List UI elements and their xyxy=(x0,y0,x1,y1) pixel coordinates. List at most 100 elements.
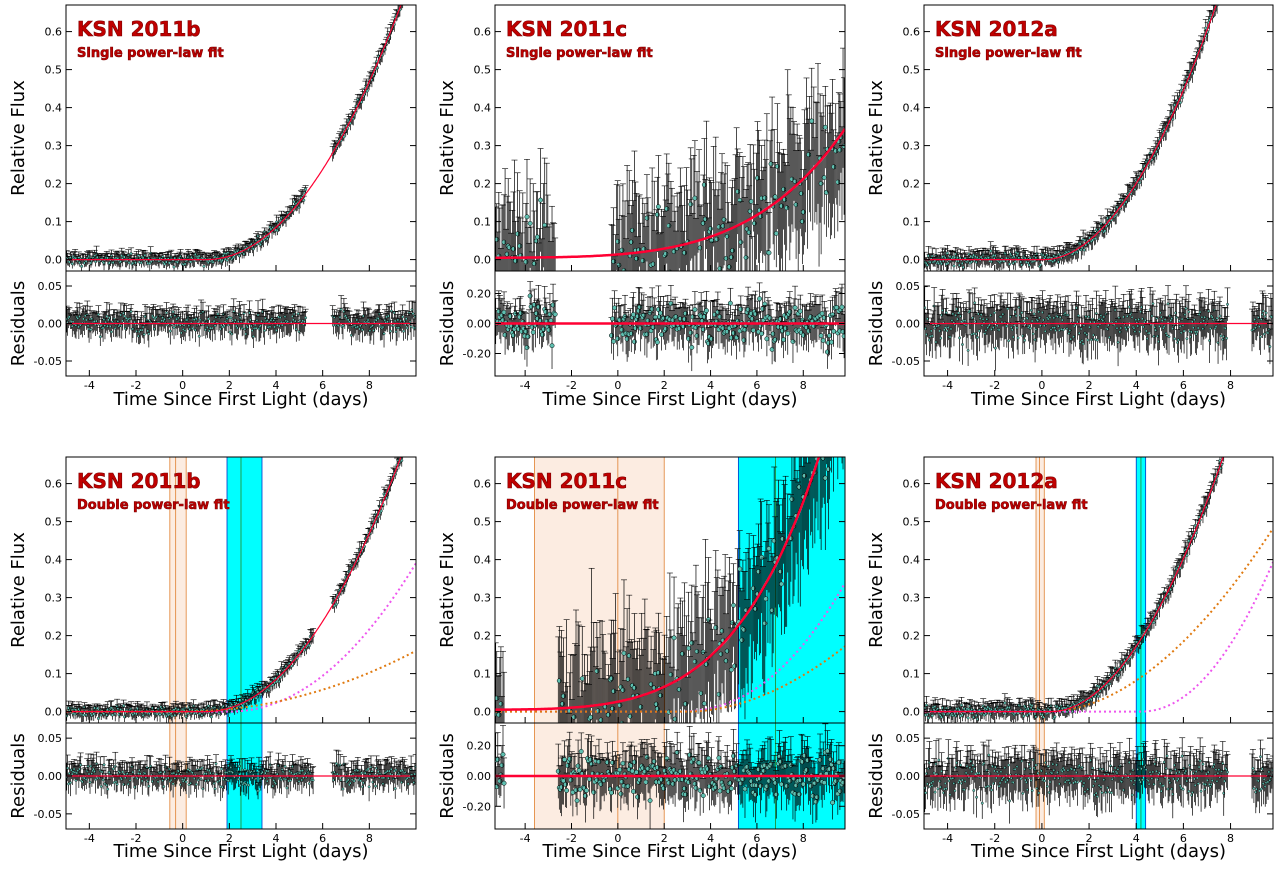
residual-point xyxy=(173,326,175,328)
residual-point xyxy=(808,315,812,319)
residual-point xyxy=(525,345,529,349)
residual-point xyxy=(650,307,654,311)
residual-point xyxy=(793,305,797,309)
residual-point xyxy=(532,302,536,306)
data-point xyxy=(703,217,707,221)
data-point xyxy=(715,237,719,241)
data-point xyxy=(834,149,838,153)
y-tick-label: 0.4 xyxy=(474,102,492,115)
residual-point xyxy=(625,337,629,341)
data-point xyxy=(775,164,779,168)
residual-point xyxy=(551,303,555,307)
data-point xyxy=(806,152,810,156)
y-tick-label: 0.1 xyxy=(474,216,492,229)
data-point xyxy=(779,204,783,208)
data-point xyxy=(624,279,628,283)
residual-point xyxy=(778,317,782,321)
residual-point xyxy=(620,328,624,332)
residual-point xyxy=(508,314,512,318)
data-point xyxy=(824,190,828,194)
flux-data xyxy=(922,0,1276,277)
residual-point xyxy=(90,328,92,330)
residual-point xyxy=(610,317,614,321)
resid-y-tick-label: 0.05 xyxy=(38,280,63,293)
residual-point xyxy=(169,330,171,332)
residual-point xyxy=(534,311,538,315)
y-tick-label: 0.5 xyxy=(45,64,63,77)
resid-y-tick-label: 0.20 xyxy=(467,288,492,301)
data-point xyxy=(401,1,404,4)
x-tick-label: -4 xyxy=(84,379,95,392)
data-point xyxy=(1140,177,1143,180)
residual-point xyxy=(503,333,507,337)
data-point xyxy=(644,273,648,277)
residual-point xyxy=(825,350,829,354)
data-point xyxy=(507,245,511,249)
residual-point xyxy=(678,317,682,321)
data-point xyxy=(781,187,785,191)
residual-point xyxy=(768,316,772,320)
data-point xyxy=(616,239,620,243)
data-point xyxy=(730,248,734,252)
residual-point xyxy=(967,349,969,351)
data-point xyxy=(645,216,649,220)
residual-point xyxy=(976,336,978,338)
residual-point xyxy=(402,316,404,318)
data-point xyxy=(767,251,771,255)
data-point xyxy=(822,175,826,179)
y-tick-label: 0.6 xyxy=(45,26,63,39)
data-point xyxy=(793,179,797,183)
data-point xyxy=(693,196,697,200)
data-point xyxy=(502,240,506,244)
data-point xyxy=(620,248,624,252)
residual-point xyxy=(840,305,844,309)
residual-point xyxy=(412,312,414,314)
residual-point xyxy=(645,332,649,336)
resid-y-tick-label: -0.20 xyxy=(463,348,491,361)
residual-data xyxy=(64,296,419,348)
x-tick-label: -4 xyxy=(520,379,531,392)
data-point xyxy=(722,217,726,221)
data-point xyxy=(724,256,728,260)
residual-point xyxy=(731,331,735,335)
data-point xyxy=(689,202,693,206)
data-point xyxy=(744,255,748,259)
panel-title: KSN 2011b xyxy=(77,17,201,41)
residual-point xyxy=(743,328,747,332)
residual-point xyxy=(689,331,693,335)
residual-point xyxy=(207,318,209,320)
residual-point xyxy=(638,326,642,330)
data-point xyxy=(505,252,509,256)
data-point xyxy=(739,240,743,244)
residual-point xyxy=(550,343,554,347)
data-point xyxy=(1104,230,1107,233)
data-point xyxy=(747,230,751,234)
data-point xyxy=(702,183,706,187)
residual-point xyxy=(540,333,544,337)
residual-point xyxy=(497,309,501,313)
data-point xyxy=(664,252,668,256)
residual-point xyxy=(820,311,824,315)
data-point xyxy=(656,205,660,209)
residual-point xyxy=(734,335,738,339)
y-tick-label: 0.2 xyxy=(45,178,63,191)
residual-point xyxy=(702,315,706,319)
data-point xyxy=(710,282,714,286)
residual-point xyxy=(297,313,299,315)
residual-point xyxy=(637,305,641,309)
data-point xyxy=(203,265,206,268)
data-point xyxy=(534,239,538,243)
residual-point xyxy=(263,329,265,331)
residual-point xyxy=(829,340,833,344)
data-point xyxy=(611,259,615,263)
residual-point xyxy=(729,336,733,340)
residual-point xyxy=(229,331,231,333)
data-point xyxy=(517,244,521,248)
residual-point xyxy=(695,334,699,338)
residual-point xyxy=(383,332,385,334)
residual-point xyxy=(701,327,705,331)
residual-point xyxy=(526,334,530,338)
data-point xyxy=(718,266,722,270)
